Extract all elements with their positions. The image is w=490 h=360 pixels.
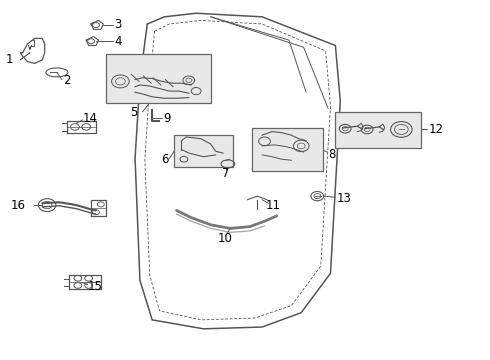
- Text: 8: 8: [328, 148, 336, 161]
- Text: 2: 2: [63, 74, 70, 87]
- Text: 12: 12: [428, 123, 443, 136]
- Text: 16: 16: [10, 199, 25, 212]
- Text: 11: 11: [266, 199, 281, 212]
- Text: 10: 10: [218, 231, 233, 244]
- Text: 3: 3: [115, 18, 122, 31]
- Bar: [106, 54, 211, 103]
- Text: 15: 15: [88, 280, 102, 293]
- Text: 1: 1: [5, 53, 13, 66]
- Text: 7: 7: [221, 167, 229, 180]
- Bar: [174, 135, 233, 167]
- Text: 9: 9: [163, 112, 171, 125]
- Text: 6: 6: [161, 153, 169, 166]
- Text: 5: 5: [130, 106, 138, 119]
- Text: 14: 14: [83, 112, 98, 125]
- Text: 13: 13: [337, 192, 352, 205]
- Bar: [335, 112, 421, 148]
- Text: 4: 4: [115, 35, 122, 48]
- Bar: [252, 128, 323, 171]
